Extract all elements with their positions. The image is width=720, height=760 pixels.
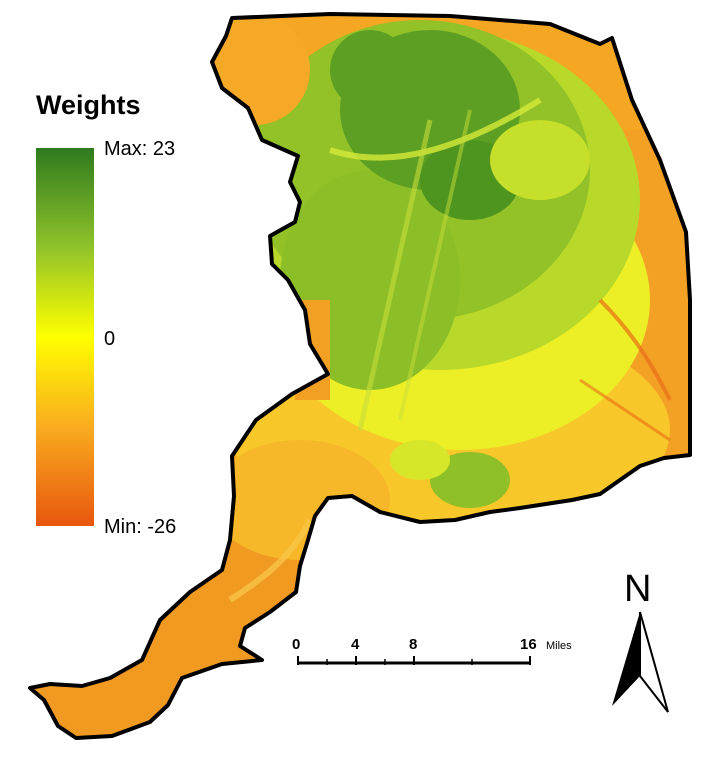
scale-bar [297, 656, 531, 665]
legend-min-label: Min: -26 [104, 516, 177, 538]
north-label: N [624, 568, 652, 610]
north-arrow-icon [612, 611, 669, 713]
scale-tick-8: 8 [409, 636, 418, 653]
scale-tick-4: 4 [351, 636, 360, 653]
legend-title: Weights [36, 90, 141, 120]
legend-color-ramp [36, 148, 94, 526]
scale-tick-0: 0 [292, 636, 301, 653]
legend-mid-label: 0 [104, 328, 116, 350]
scale-unit-label: Miles [546, 640, 572, 652]
scale-tick-16: 16 [520, 636, 537, 653]
county-boundary [28, 12, 692, 740]
legend-max-label: Max: 23 [104, 138, 176, 160]
